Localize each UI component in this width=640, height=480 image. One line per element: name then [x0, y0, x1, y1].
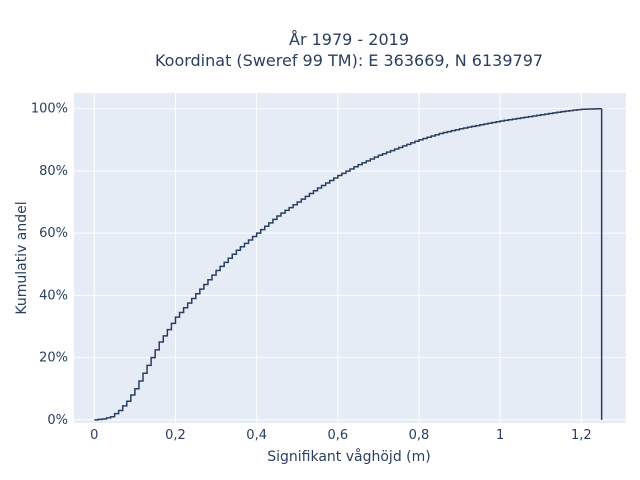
series-group — [94, 107, 603, 421]
y-tick-label: 100% — [31, 102, 68, 117]
cumulative-step-line — [94, 107, 603, 421]
chart-title: År 1979 - 2019 — [289, 30, 409, 49]
x-tick-label: 1,2 — [571, 428, 592, 443]
x-tick-label: 0 — [90, 428, 98, 443]
y-axis-title: Kumulativ andel — [14, 201, 30, 314]
x-tick-label: 0,2 — [165, 428, 186, 443]
y-tick-label: 60% — [39, 226, 68, 241]
x-tick-label: 0,8 — [409, 428, 430, 443]
plot-area — [74, 93, 626, 423]
chart-subtitle: Koordinat (Sweref 99 TM): E 363669, N 61… — [155, 51, 543, 70]
x-tick-label: 0,4 — [246, 428, 267, 443]
x-tick-labels: 0 0,2 0,4 0,6 0,8 1 1,2 — [90, 428, 592, 443]
x-tick-label: 0,6 — [327, 428, 348, 443]
y-tick-label: 80% — [39, 164, 68, 179]
y-tick-labels: 0% 20% 40% 60% 80% 100% — [31, 102, 68, 428]
x-axis-title: Signifikant våghöjd (m) — [267, 448, 430, 465]
y-tick-label: 40% — [39, 288, 68, 303]
x-gridlines — [93, 93, 582, 423]
y-tick-label: 0% — [47, 413, 68, 428]
x-tick-label: 1 — [496, 428, 504, 443]
y-tick-label: 20% — [39, 351, 68, 366]
